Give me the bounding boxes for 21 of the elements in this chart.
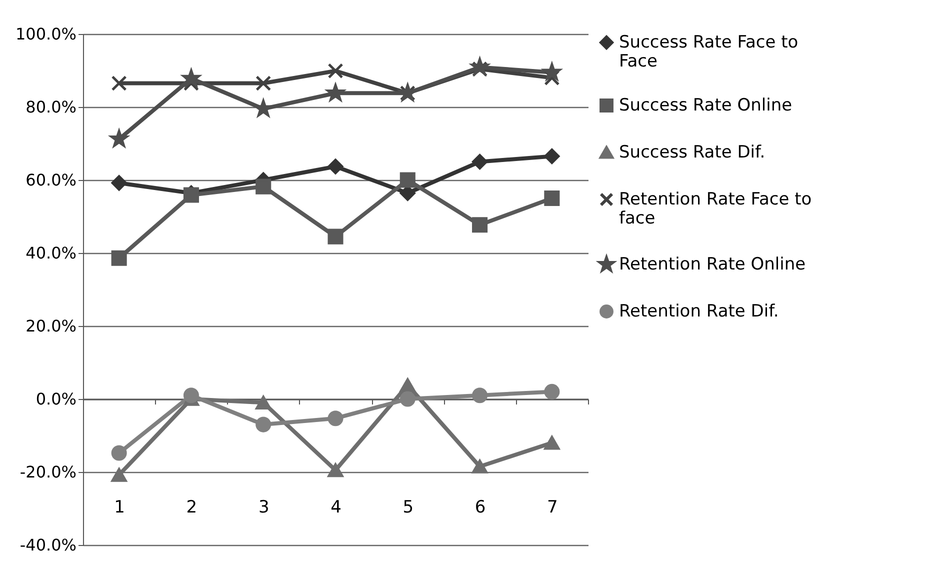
y-tick-label: 100.0%: [15, 24, 76, 44]
y-tick-label: 0.0%: [36, 390, 76, 408]
x-tick-label: 6: [474, 498, 486, 518]
x-tick-label: 7: [547, 498, 558, 518]
x-tick-label: 3: [258, 498, 270, 518]
y-tick-label: -20.0%: [20, 462, 76, 482]
y-tick-label: 40.0%: [26, 244, 76, 262]
legend-label: Retention Rate Online: [619, 254, 806, 274]
x-tick-label: 4: [330, 498, 342, 518]
y-tick-label: 20.0%: [26, 316, 76, 336]
legend-label: Success Rate Dif.: [619, 142, 766, 162]
legend-label: Success Rate Online: [619, 96, 792, 116]
y-tick-label: -40.0%: [20, 536, 76, 554]
legend-label: Success Rate Face to Face: [619, 32, 798, 72]
x-tick-label: 5: [402, 498, 414, 518]
y-tick-label: 60.0%: [26, 170, 76, 190]
x-tick-label: 1: [114, 498, 125, 518]
x-tick-label: 2: [186, 498, 198, 518]
legend-label: Retention Rate Dif.: [619, 302, 779, 322]
legend-label: Retention Rate Face to face: [619, 190, 812, 228]
y-tick-label: 80.0%: [26, 98, 76, 116]
